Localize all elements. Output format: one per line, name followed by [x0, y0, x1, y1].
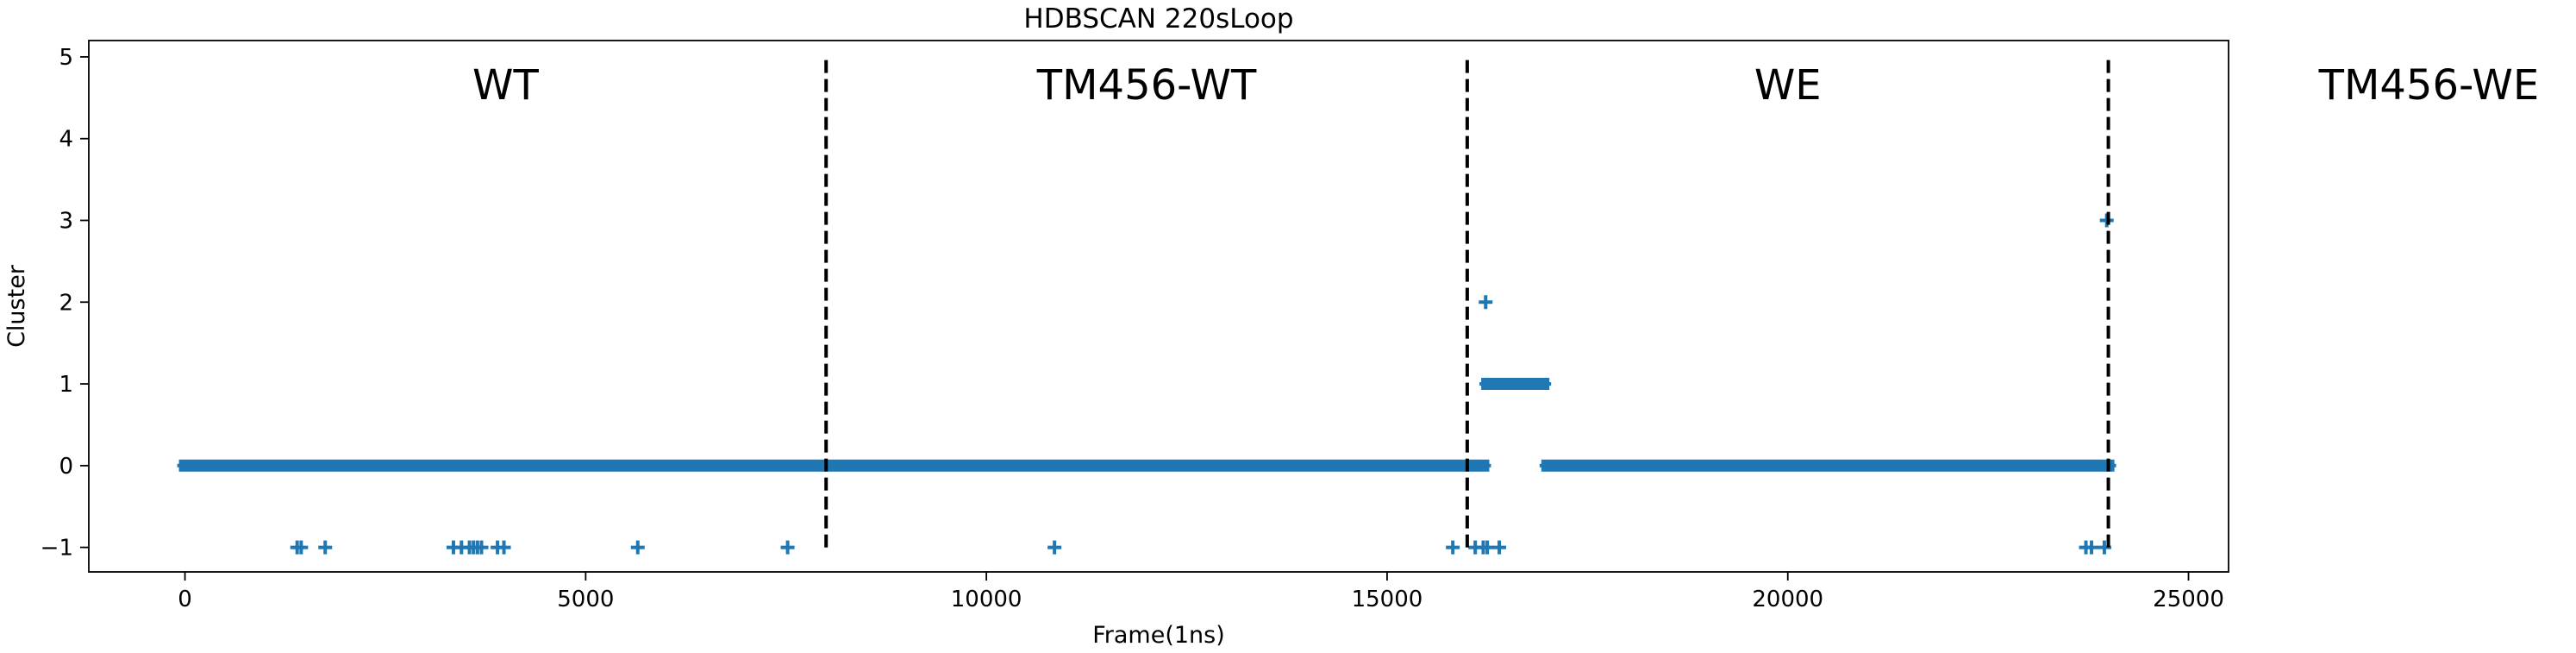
x-tick-label-5: 25000: [2153, 587, 2224, 612]
y-tick-label-0: −1: [41, 536, 73, 562]
chart-title: HDBSCAN 220sLoop: [1023, 3, 1293, 35]
region-label-tm456-we: TM456-WE: [2318, 61, 2540, 110]
y-tick-label-3: 2: [59, 290, 73, 316]
region-label-tm456-wt: TM456-WT: [1036, 61, 1257, 110]
x-tick-label-2: 10000: [951, 587, 1022, 612]
x-axis-label: Frame(1ns): [1092, 622, 1225, 649]
y-tick-label-6: 5: [59, 45, 73, 71]
region-label-we: WE: [1754, 61, 1822, 110]
x-tick-label-0: 0: [178, 587, 192, 612]
y-tick-label-1: 0: [59, 454, 73, 480]
y-tick-label-2: 1: [59, 372, 73, 398]
x-tick-label-3: 15000: [1352, 587, 1423, 612]
x-tick-label-1: 5000: [557, 587, 614, 612]
y-tick-label-5: 4: [59, 127, 73, 153]
y-tick-label-4: 3: [59, 208, 73, 234]
x-tick-label-4: 20000: [1752, 587, 1823, 612]
region-label-wt: WT: [472, 61, 539, 110]
y-axis-label: Cluster: [3, 264, 30, 348]
